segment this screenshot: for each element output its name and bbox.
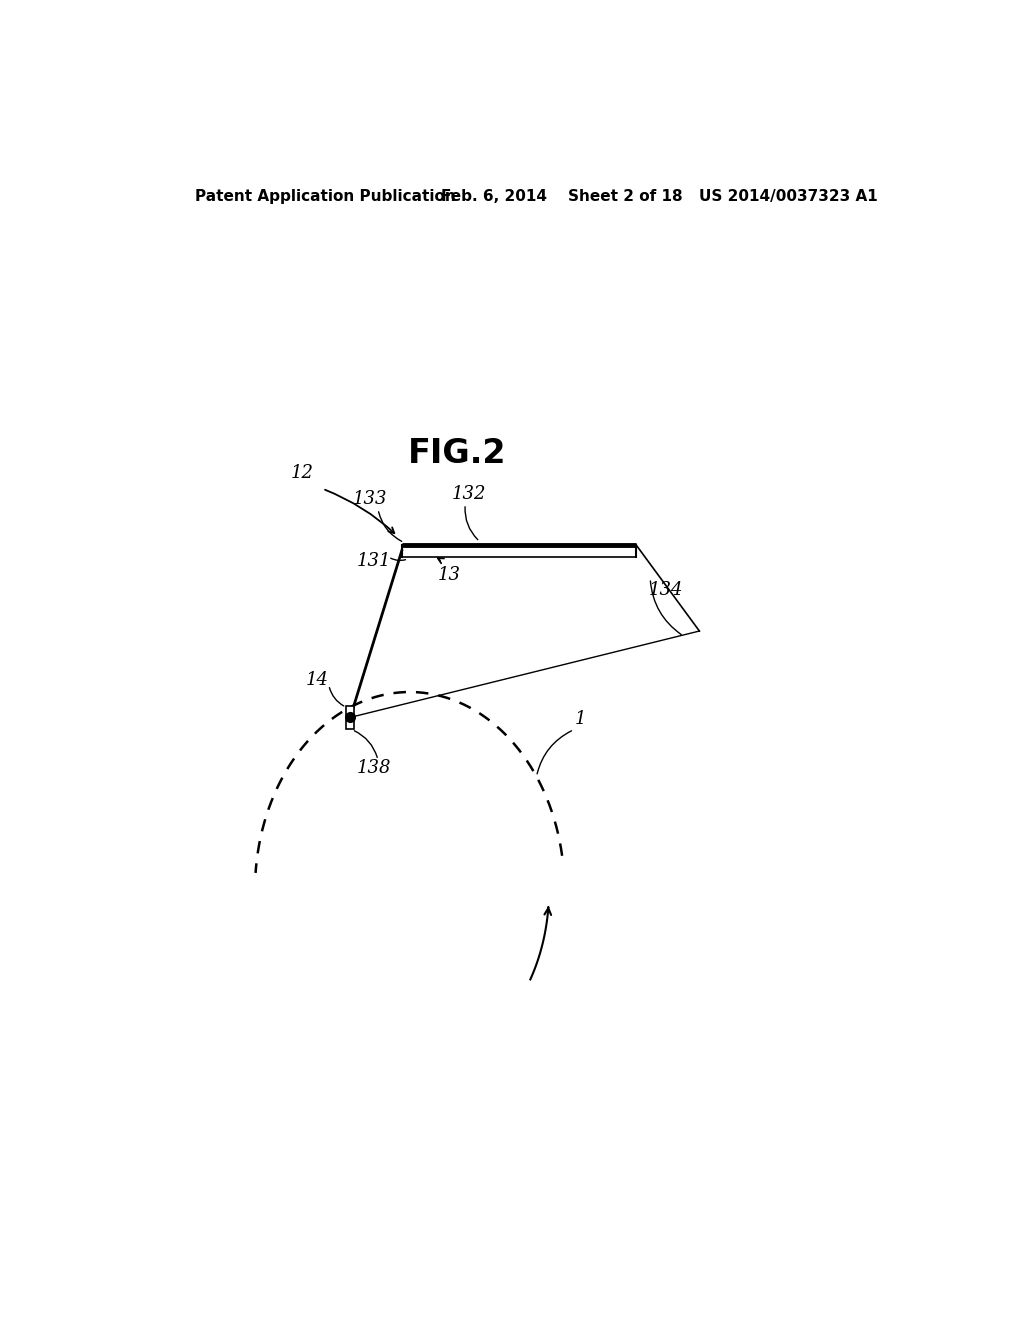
Text: 12: 12: [291, 465, 314, 483]
Text: 14: 14: [305, 671, 329, 689]
Text: 132: 132: [452, 484, 486, 503]
Text: 134: 134: [649, 581, 683, 599]
Text: US 2014/0037323 A1: US 2014/0037323 A1: [699, 189, 879, 203]
Text: 13: 13: [438, 566, 461, 585]
Text: 133: 133: [353, 490, 387, 508]
Text: 131: 131: [356, 552, 391, 570]
Text: 138: 138: [356, 759, 391, 777]
Text: 1: 1: [574, 710, 586, 729]
Text: FIG.2: FIG.2: [409, 437, 507, 470]
Text: Feb. 6, 2014    Sheet 2 of 18: Feb. 6, 2014 Sheet 2 of 18: [441, 189, 683, 203]
Text: Patent Application Publication: Patent Application Publication: [196, 189, 457, 203]
FancyBboxPatch shape: [346, 706, 354, 729]
